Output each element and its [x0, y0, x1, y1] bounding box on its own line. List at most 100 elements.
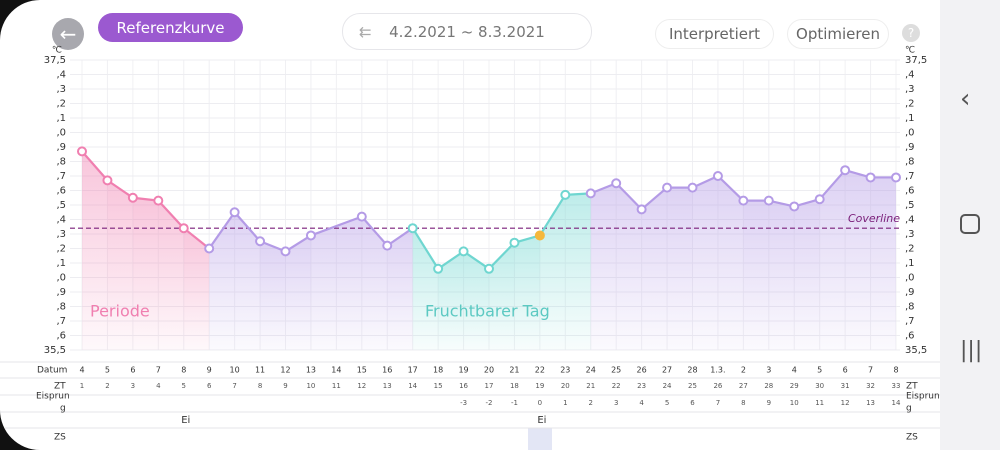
ovulation-day: 0: [538, 399, 542, 407]
ovulation-day: 8: [741, 399, 745, 407]
cycle-day: 15: [434, 382, 443, 390]
y-tick-label: ,0: [56, 128, 66, 139]
y-tick-label: ,3: [56, 84, 66, 95]
cycle-day: 29: [790, 382, 799, 390]
y-tick-label-right: ,3: [905, 84, 915, 95]
y-tick-label: ,7: [56, 316, 66, 327]
y-tick-label-right: ,1: [905, 258, 915, 269]
date-row-label: Datum: [37, 366, 67, 376]
x-tick-label: 27: [662, 366, 672, 375]
area-segment: [870, 177, 896, 350]
x-tick-label: 9: [207, 366, 212, 375]
x-tick-label: 6: [130, 366, 135, 375]
line-segment: [411, 227, 440, 270]
egg-label: Ei: [181, 415, 190, 426]
ovulation-day: 13: [866, 399, 875, 407]
x-tick-label: 15: [357, 366, 367, 375]
x-tick-label: 4: [79, 366, 84, 375]
x-tick-label: 16: [382, 366, 392, 375]
back-button[interactable]: ←: [52, 18, 84, 50]
temperature-point: [509, 237, 520, 248]
line-segment: [310, 215, 363, 237]
temperature-point: [611, 178, 622, 189]
area-segment: [463, 251, 489, 350]
cycle-day: 22: [612, 382, 621, 390]
optimize-button[interactable]: Optimieren: [787, 19, 889, 49]
screen: ← Referenzkurve ⇇ 4.2.2021 ~ 8.3.2021 Int…: [0, 0, 940, 450]
interpret-button[interactable]: Interpretiert: [655, 19, 774, 49]
x-tick-label: 7: [156, 366, 161, 375]
cycle-day: 32: [866, 382, 875, 390]
cycle-day: 31: [841, 382, 850, 390]
cycle-day: 24: [663, 382, 672, 390]
y-tick-label: ,8: [56, 157, 66, 168]
x-tick-label: 8: [893, 366, 898, 375]
y-tick-label: ,2: [56, 99, 66, 110]
temperature-point: [178, 223, 189, 234]
cycle-day: 28: [764, 382, 773, 390]
temperature-point: [382, 240, 393, 251]
fertile-annotation: Fruchtbarer Tag: [425, 302, 550, 321]
line-segment: [488, 241, 516, 270]
x-tick-label: 11: [255, 366, 265, 375]
line-segment: [437, 250, 465, 270]
y-tick-label-right: ,9: [905, 142, 915, 153]
y-tick-label-right: ,1: [905, 113, 915, 124]
x-tick-label: 13: [306, 366, 316, 375]
y-tick-label: ,9: [56, 142, 66, 153]
area-segment: [310, 216, 362, 350]
temperature-point: [662, 182, 673, 193]
nav-recent[interactable]: |||: [960, 338, 983, 363]
line-segment: [818, 169, 846, 200]
temperature-point: [865, 172, 876, 183]
line-segment: [538, 194, 567, 237]
ovulation-day: 10: [790, 399, 799, 407]
y-tick-label-right: ,9: [905, 287, 915, 298]
help-button[interactable]: ?: [902, 24, 920, 42]
area-segment: [717, 176, 744, 350]
date-range[interactable]: ⇇ 4.2.2021 ~ 8.3.2021: [342, 13, 592, 50]
y-tick-label: ,7: [56, 171, 66, 182]
y-unit-right: ℃: [905, 46, 915, 56]
nav-back[interactable]: ‹: [960, 84, 971, 114]
x-tick-label: 25: [611, 366, 621, 375]
x-tick-label: 23: [560, 366, 570, 375]
temperature-point: [789, 201, 800, 212]
nav-home[interactable]: [960, 214, 980, 234]
cycle-day: 2: [105, 382, 109, 390]
area-segment: [107, 180, 133, 350]
y-tick-label: 37,5: [44, 55, 66, 66]
area-segment: [489, 242, 515, 350]
x-tick-label: 4: [792, 366, 797, 375]
y-tick-label-right: ,7: [905, 316, 915, 327]
cycle-day: 14: [408, 382, 417, 390]
y-tick-label: ,1: [56, 258, 66, 269]
x-tick-label: 21: [509, 366, 519, 375]
line-segment: [640, 186, 668, 211]
ovulation-day: -3: [460, 399, 467, 407]
cycle-day: 13: [383, 382, 392, 390]
ovulation-day: 14: [892, 399, 901, 407]
ovulation-row-label-2-right: g: [906, 404, 912, 414]
area-segment: [819, 170, 846, 350]
temperature-point: [534, 230, 545, 241]
x-tick-label: 5: [105, 366, 110, 375]
area-segment: [132, 197, 159, 350]
x-tick-label: 20: [484, 366, 494, 375]
x-tick-label: 8: [181, 366, 186, 375]
y-tick-label-right: 35,5: [905, 345, 927, 356]
ovulation-day: -2: [486, 399, 493, 407]
area-segment: [361, 216, 388, 350]
cycle-day: 1: [80, 382, 84, 390]
cycle-day: 8: [258, 382, 262, 390]
temperature-point: [204, 243, 215, 254]
x-tick-label: 26: [637, 366, 647, 375]
zs-highlight: [528, 428, 552, 450]
zs-row-label-right: ZS: [906, 433, 918, 443]
temperature-point: [356, 211, 367, 222]
cycle-day: 19: [535, 382, 544, 390]
reference-button[interactable]: Referenzkurve: [98, 13, 243, 42]
chart: 37,5 37,5,4,4,3,3,2,2,1,1,0,0,9,9,8,8,7,7…: [0, 46, 940, 450]
temperature-point: [77, 146, 87, 157]
